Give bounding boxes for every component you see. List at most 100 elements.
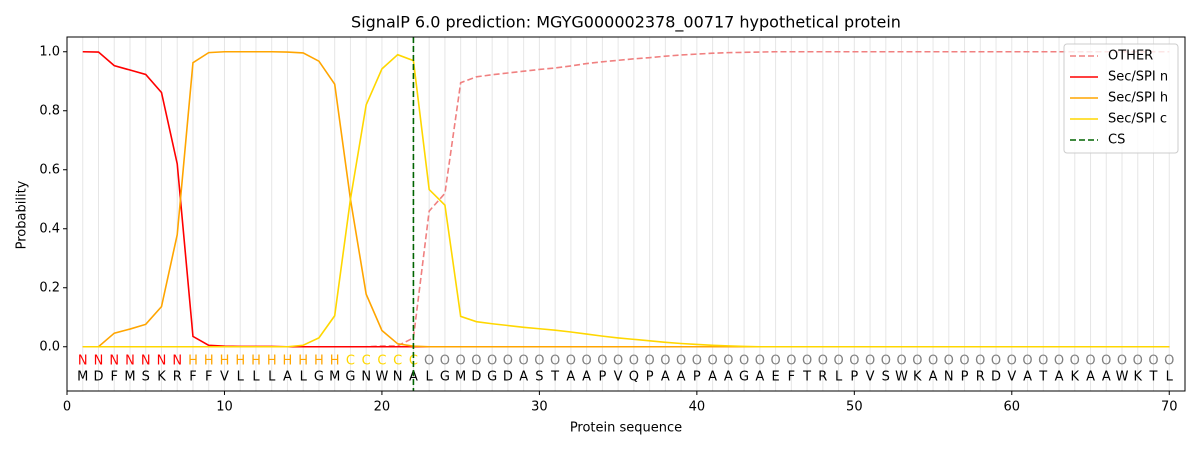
residue: G xyxy=(314,370,324,385)
region-label: O xyxy=(1070,354,1080,369)
region-label: O xyxy=(1054,354,1064,369)
region-label: O xyxy=(1101,354,1111,369)
residue: T xyxy=(550,370,559,385)
residue: G xyxy=(487,370,497,385)
residue: A xyxy=(724,370,733,385)
residue: A xyxy=(566,370,575,385)
region-label: H xyxy=(220,354,230,369)
region-label: O xyxy=(645,354,655,369)
residue: R xyxy=(976,370,985,385)
residue: L xyxy=(835,370,843,385)
region-label: O xyxy=(424,354,434,369)
region-label: O xyxy=(471,354,481,369)
y-tick-label: 1.0 xyxy=(39,44,60,59)
residue: L xyxy=(268,370,276,385)
region-label: O xyxy=(707,354,717,369)
region-label: O xyxy=(833,354,843,369)
residue: M xyxy=(77,370,88,385)
x-tick-label: 10 xyxy=(216,400,233,415)
region-label: N xyxy=(172,354,182,369)
region-label: O xyxy=(912,354,922,369)
legend-label: Sec/SPI n xyxy=(1108,70,1168,85)
region-label: O xyxy=(944,354,954,369)
x-tick-label: 40 xyxy=(689,400,706,415)
residue: A xyxy=(582,370,591,385)
residue: G xyxy=(345,370,355,385)
residue: P xyxy=(693,370,701,385)
series-line xyxy=(82,53,1170,348)
legend-label: CS xyxy=(1108,133,1125,148)
region-label: O xyxy=(928,354,938,369)
residue: A xyxy=(283,370,292,385)
residue: P xyxy=(961,370,969,385)
region-label: O xyxy=(1117,354,1127,369)
region-label: H xyxy=(251,354,261,369)
residue: W xyxy=(375,370,388,385)
region-label: N xyxy=(109,354,119,369)
region-label: O xyxy=(1022,354,1032,369)
chart-title: SignalP 6.0 prediction: MGYG000002378_00… xyxy=(351,13,901,33)
x-tick-label: 0 xyxy=(63,400,71,415)
region-label: O xyxy=(739,354,749,369)
region-label: O xyxy=(723,354,733,369)
region-label: O xyxy=(519,354,529,369)
region-label: O xyxy=(849,354,859,369)
residue: D xyxy=(503,370,513,385)
residue: W xyxy=(895,370,908,385)
region-label: H xyxy=(204,354,214,369)
residue: M xyxy=(455,370,466,385)
residue: D xyxy=(991,370,1001,385)
region-label: C xyxy=(362,354,371,369)
residue: S xyxy=(535,370,543,385)
region-label: O xyxy=(660,354,670,369)
region-label: O xyxy=(613,354,623,369)
y-tick-label: 0.6 xyxy=(39,162,60,177)
residue: K xyxy=(913,370,922,385)
region-label: O xyxy=(1164,354,1174,369)
residue: A xyxy=(677,370,686,385)
residue: T xyxy=(1038,370,1047,385)
region-label: O xyxy=(770,354,780,369)
region-label: C xyxy=(346,354,355,369)
region-label: O xyxy=(802,354,812,369)
residue: A xyxy=(755,370,764,385)
region-label: O xyxy=(582,354,592,369)
residue: R xyxy=(173,370,182,385)
region-label: O xyxy=(487,354,497,369)
residue: L xyxy=(426,370,434,385)
residue: A xyxy=(1023,370,1032,385)
x-tick-label: 60 xyxy=(1004,400,1021,415)
y-tick-label: 0.2 xyxy=(39,280,60,295)
region-label: H xyxy=(314,354,324,369)
region-label: H xyxy=(330,354,340,369)
residue: M xyxy=(124,370,135,385)
residue: F xyxy=(205,370,212,385)
y-tick-label: 0.4 xyxy=(39,221,60,236)
x-tick-label: 50 xyxy=(846,400,863,415)
residue: F xyxy=(110,370,117,385)
region-label: O xyxy=(629,354,639,369)
residue: A xyxy=(1055,370,1064,385)
x-tick-label: 20 xyxy=(374,400,391,415)
residue: V xyxy=(1007,370,1016,385)
residue: A xyxy=(519,370,528,385)
region-label: H xyxy=(267,354,277,369)
residue: S xyxy=(882,370,890,385)
region-label: O xyxy=(755,354,765,369)
residue: G xyxy=(739,370,749,385)
residue: P xyxy=(850,370,858,385)
residue: K xyxy=(1071,370,1080,385)
residue: M xyxy=(329,370,340,385)
region-label: H xyxy=(298,354,308,369)
region-label: N xyxy=(141,354,151,369)
region-label: O xyxy=(534,354,544,369)
legend-label: Sec/SPI c xyxy=(1108,112,1167,127)
residue: T xyxy=(802,370,811,385)
region-label: H xyxy=(188,354,198,369)
region-label: O xyxy=(991,354,1001,369)
region-label: O xyxy=(566,354,576,369)
legend-label: OTHER xyxy=(1108,49,1153,64)
residue: P xyxy=(646,370,654,385)
series-line xyxy=(82,50,1170,348)
